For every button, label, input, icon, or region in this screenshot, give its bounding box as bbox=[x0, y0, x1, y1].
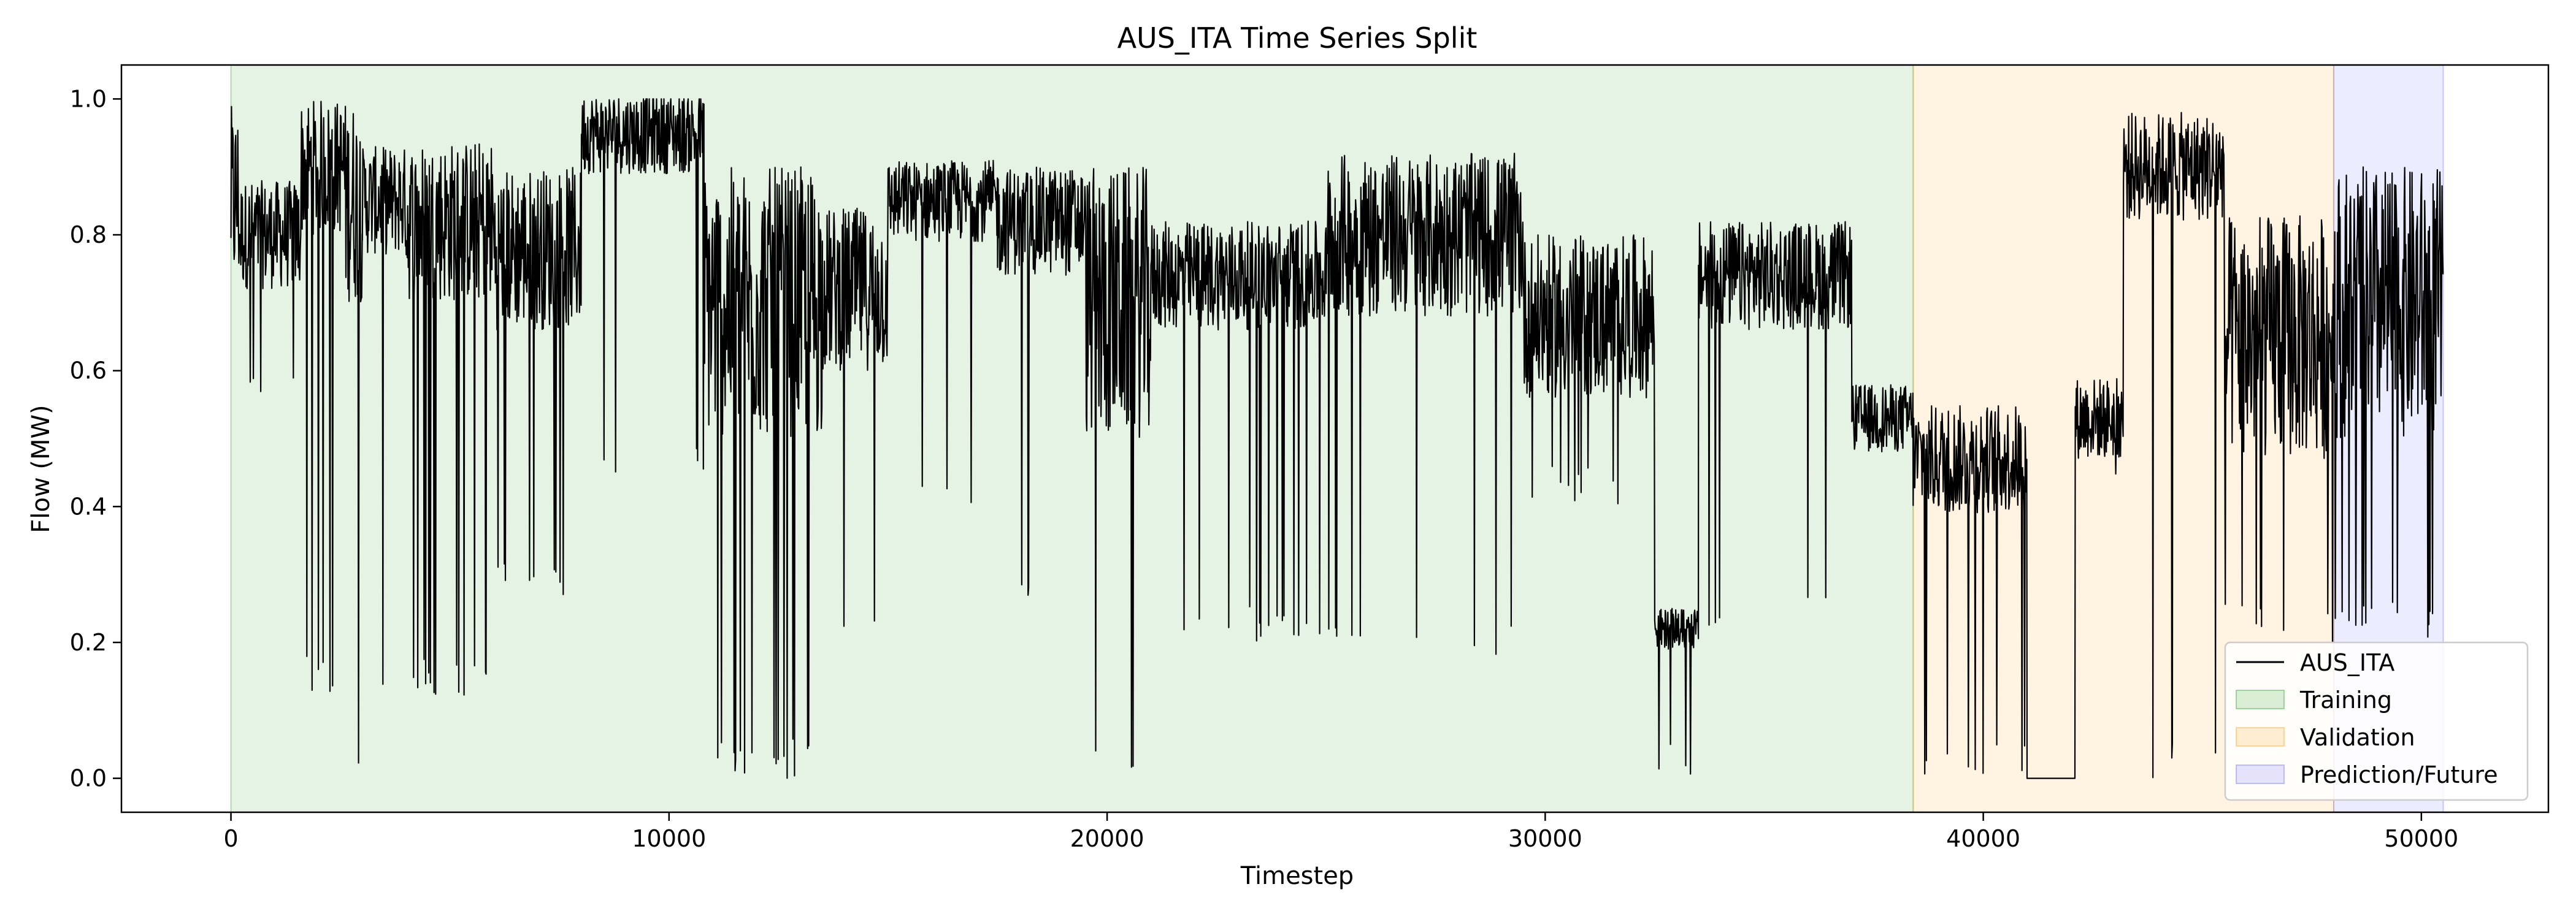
legend-swatch-validation bbox=[2236, 727, 2285, 747]
chart-legend: AUS_ITA Training Validation Prediction/Futu… bbox=[2224, 641, 2529, 801]
y-tick-label: 0.4 bbox=[70, 493, 107, 520]
x-tick-label: 40000 bbox=[1946, 825, 2020, 852]
y-tick-label: 0.2 bbox=[70, 629, 107, 656]
x-tick-label: 20000 bbox=[1070, 825, 1144, 852]
x-axis-ticks: 0 10000 20000 30000 40000 50000 bbox=[223, 812, 2458, 852]
y-tick-label: 0.0 bbox=[70, 765, 107, 792]
x-axis-label: Timestep bbox=[1240, 862, 1354, 890]
x-tick-label: 50000 bbox=[2384, 825, 2458, 852]
x-tick-label: 10000 bbox=[632, 825, 706, 852]
y-axis-label: Flow (MW) bbox=[27, 405, 55, 533]
legend-swatch-training bbox=[2236, 690, 2285, 709]
y-tick-label: 0.6 bbox=[70, 357, 107, 384]
plot-area-frame bbox=[120, 64, 2550, 813]
y-tick-label: 0.8 bbox=[70, 221, 107, 248]
x-tick-label: 0 bbox=[223, 825, 238, 852]
y-tick-label: 1.0 bbox=[70, 85, 107, 112]
chart-title: AUS_ITA Time Series Split bbox=[1117, 21, 1478, 55]
legend-box bbox=[2224, 641, 2529, 801]
legend-label-validation: Validation bbox=[2300, 724, 2415, 751]
legend-label-prediction-future: Prediction/Future bbox=[2300, 761, 2498, 788]
y-axis-ticks: 0.0 0.2 0.4 0.6 0.8 1.0 bbox=[70, 85, 121, 792]
legend-swatch-prediction-future bbox=[2236, 764, 2285, 784]
legend-label-training: Training bbox=[2299, 687, 2392, 714]
legend-label-aus-ita: AUS_ITA bbox=[2300, 649, 2394, 676]
x-tick-label: 30000 bbox=[1508, 825, 1582, 852]
series-layer bbox=[230, 98, 2444, 779]
series-line-aus-ita bbox=[230, 98, 2444, 779]
